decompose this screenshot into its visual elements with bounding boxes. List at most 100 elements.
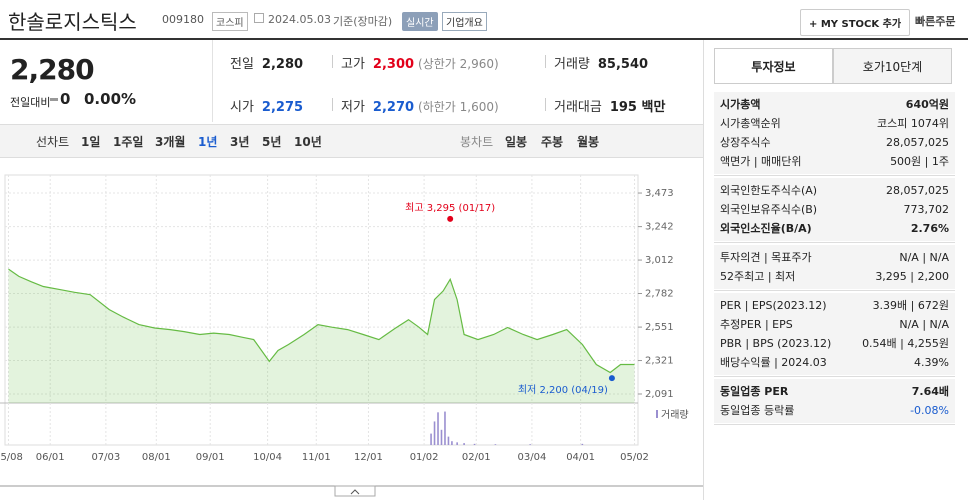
volume-bar: [430, 433, 432, 445]
info-label: 배당수익률 | 2024.03: [720, 356, 827, 369]
info-value: 500원 | 1주: [890, 155, 949, 168]
summary-note: (하한가 1,600): [418, 100, 499, 114]
summary-cell: 거래량 85,540: [554, 53, 648, 72]
side-tab[interactable]: 투자정보: [714, 48, 833, 84]
volume-bar: [444, 411, 446, 445]
period-tab[interactable]: 5년: [262, 135, 282, 149]
info-label: 외국인보유주식수(B): [720, 203, 818, 216]
candle-tab[interactable]: 주봉: [541, 135, 564, 149]
info-label: 액면가 | 매매단위: [720, 155, 802, 168]
section-rule: [714, 424, 955, 425]
info-row: 상장주식수 28,057,025: [714, 133, 955, 152]
info-value: 코스피 1074위: [877, 117, 949, 130]
period-tab[interactable]: 3개월: [155, 135, 186, 149]
x-tick-label: 08/01: [142, 452, 171, 463]
y-tick-label: 2,321: [645, 356, 674, 367]
chart-tabbar: [0, 124, 703, 158]
candle-tab[interactable]: 월봉: [577, 135, 600, 149]
info-label: 동일업종 PER: [720, 385, 789, 398]
y-tick-label: 2,091: [645, 389, 674, 400]
volume-legend-swatch: [656, 410, 658, 418]
x-tick-label: 03/04: [518, 452, 547, 463]
side-tab[interactable]: 호가10단계: [833, 48, 952, 84]
info-label: 추정PER | EPS: [720, 318, 793, 331]
x-tick-label: 05/08: [0, 452, 23, 463]
volume-bar: [451, 441, 453, 445]
info-row: 외국인보유주식수(B) 773,702: [714, 200, 955, 219]
x-tick-label: 01/02: [410, 452, 439, 463]
volume-bar: [433, 421, 436, 445]
summary-value: 2,275: [261, 100, 304, 115]
x-tick-label: 06/01: [36, 452, 65, 463]
info-row: 투자의견 | 목표주가 N/A | N/A: [714, 248, 955, 267]
plot-frame: [4, 174, 639, 446]
info-row: PER | EPS(2023.12) 3.39배 | 672원: [714, 296, 955, 315]
period-tab[interactable]: 1년: [198, 135, 218, 149]
volume-bar: [440, 429, 443, 445]
annotation-dot: [447, 215, 454, 222]
divider: [212, 40, 213, 122]
stock-code: 009180: [162, 13, 204, 26]
info-label: 상장주식수: [720, 136, 771, 149]
period-tab[interactable]: 1일: [81, 135, 101, 149]
realtime-button[interactable]: 실시간: [402, 12, 438, 31]
line: [8, 268, 635, 374]
change-label: 전일대비: [10, 96, 51, 109]
y-tick-label: 3,473: [645, 188, 674, 199]
summary-value: 2,270: [372, 100, 415, 115]
info-row: 동일업종 PER 7.64배: [714, 382, 955, 401]
volume-bar: [447, 436, 450, 445]
summary-cell: 저가 2,270 (하한가 1,600): [341, 96, 499, 115]
x-tick-label: 02/01: [462, 452, 491, 463]
info-row: 외국인소진율(B/A) 2.76%: [714, 219, 955, 238]
volume-legend: 거래량: [661, 409, 689, 421]
info-label: PER | EPS(2023.12): [720, 299, 827, 312]
side-section: 시가총액 640억원 시가총액순위 코스피 1074위 상장주식수 28,057,025 액…: [714, 92, 955, 174]
summary-value: 85,540: [597, 57, 649, 72]
summary-label: 저가: [341, 100, 365, 115]
candle-tab[interactable]: 일봉: [505, 135, 528, 149]
period-tab[interactable]: 10년: [294, 135, 322, 149]
summary-label: 거래량: [554, 57, 590, 72]
info-value: 640억원: [905, 98, 949, 111]
side-section: 외국인한도주식수(A) 28,057,025 외국인보유주식수(B) 773,702 외…: [714, 178, 955, 241]
x-tick-label: 05/02: [620, 452, 649, 463]
stock-name: 한솔로지스틱스: [8, 10, 137, 34]
info-label: 외국인한도주식수(A): [720, 184, 818, 197]
info-row: 배당수익률 | 2024.03 4.39%: [714, 353, 955, 372]
info-value: 28,057,025: [886, 136, 949, 149]
line-area: [8, 269, 635, 403]
info-label: 투자의견 | 목표주가: [720, 251, 812, 264]
period-tab[interactable]: 1주일: [113, 135, 144, 149]
summary-cell: 전일 2,280: [230, 53, 303, 72]
divider: [332, 98, 333, 111]
info-value: 2.76%: [910, 222, 949, 235]
summary-cell: 시가 2,275: [230, 96, 303, 115]
info-value: 28,057,025: [886, 184, 949, 197]
summary-label: 거래대금: [554, 100, 602, 115]
section-rule: [714, 290, 955, 291]
x-tick-label: 07/03: [91, 452, 120, 463]
volume-bar: [463, 443, 465, 445]
section-rule: [714, 242, 955, 243]
quick-order[interactable]: 빠른주문: [915, 15, 956, 28]
info-value: N/A | N/A: [899, 318, 949, 331]
info-row: 추정PER | EPS N/A | N/A: [714, 315, 955, 334]
summary-value: 195 백만: [609, 100, 666, 115]
annotation-dot: [608, 375, 615, 382]
period-tab[interactable]: 3년: [230, 135, 250, 149]
volume-bar: [529, 444, 531, 445]
info-row: 시가총액 640억원: [714, 95, 955, 114]
change: 0: [60, 90, 71, 108]
info-label: 동일업종 등락률: [720, 404, 795, 417]
mystock-button[interactable]: + MY STOCK 추가: [800, 9, 911, 36]
x-tick-label: 11/01: [302, 452, 331, 463]
collapse-button[interactable]: [334, 485, 376, 497]
current-price: 2,280: [10, 53, 95, 86]
overview-dropdown[interactable]: 기업개요: [442, 12, 487, 31]
info-row: 52주최고 | 최저 3,295 | 2,200: [714, 267, 955, 286]
info-value: 3.39배 | 672원: [872, 299, 949, 312]
info-value: 0.54배 | 4,255원: [862, 337, 949, 350]
